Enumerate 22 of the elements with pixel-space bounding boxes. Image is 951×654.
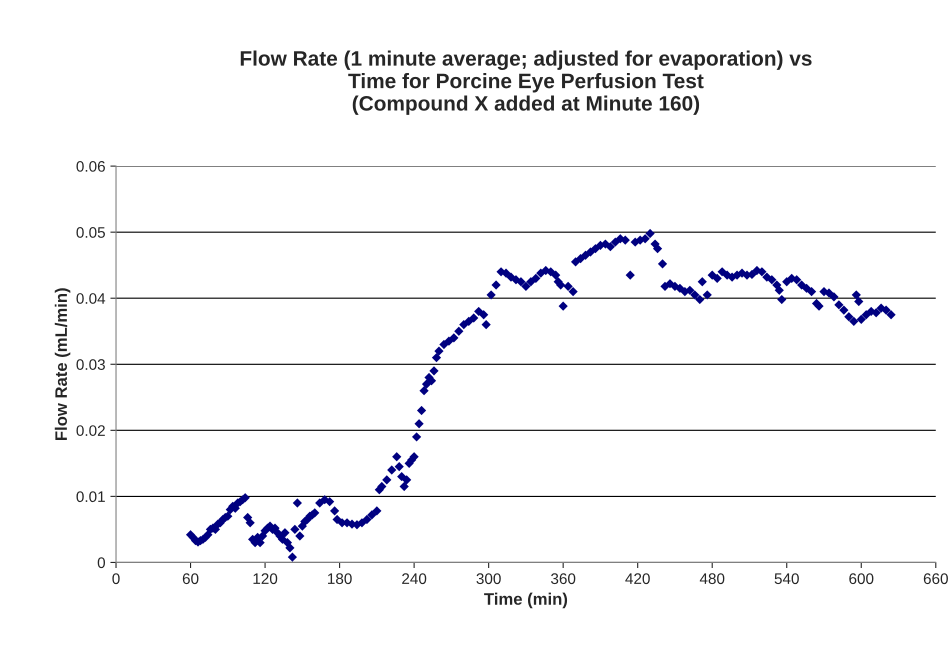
x-tick-label: 660 — [924, 573, 948, 584]
x-tick-label: 600 — [849, 573, 874, 584]
y-axis-title: Flow Rate (mL/min) — [54, 288, 70, 440]
y-tick-label: 0.03 — [76, 359, 105, 370]
y-tick-label: 0.06 — [76, 160, 105, 172]
y-tick-label: 0.04 — [76, 293, 106, 304]
y-tick-label: 0.02 — [76, 425, 105, 436]
x-tick-label: 240 — [402, 573, 426, 584]
x-tick-label: 360 — [551, 573, 576, 584]
x-axis-title: Time (min) — [484, 592, 568, 608]
x-tick-label: 60 — [182, 573, 198, 584]
x-tick-label: 0 — [112, 573, 120, 584]
y-tick-label: 0 — [98, 557, 106, 568]
x-tick-label: 480 — [700, 573, 724, 584]
y-tick-label: 0.01 — [76, 491, 105, 502]
x-tick-label: 120 — [253, 573, 278, 584]
x-tick-label: 540 — [774, 573, 799, 584]
x-tick-label: 180 — [328, 573, 352, 584]
x-tick-label: 300 — [476, 573, 501, 584]
chart-title: Flow Rate (1 minute average; adjusted for evaporation) vs Time for Porcine Eye Perfusion Test (Compound X added at Minute 160) — [240, 50, 812, 115]
x-tick-label: 420 — [625, 573, 650, 584]
y-tick-label: 0.05 — [76, 227, 105, 238]
